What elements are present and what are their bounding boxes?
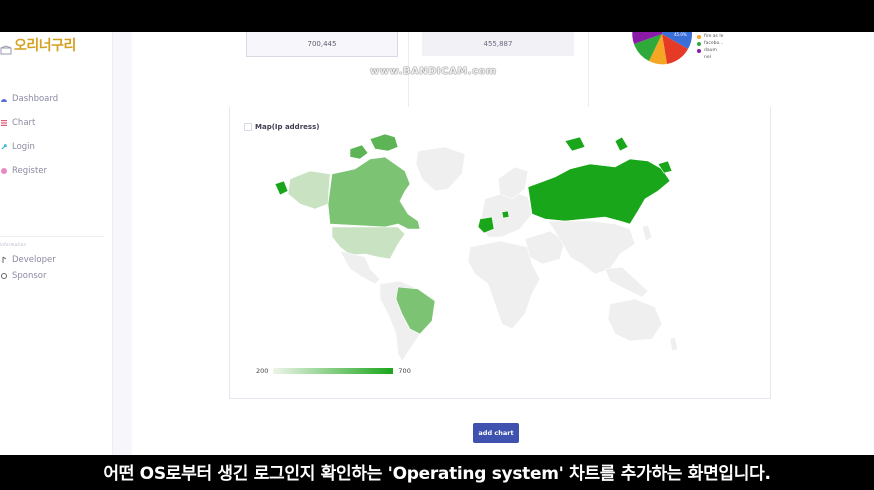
sidebar: 오리너구리 Dashboard Chart Login — [0, 32, 113, 455]
map-region-mexico — [339, 250, 381, 285]
sidebar-item-login[interactable]: Login — [0, 135, 110, 159]
sidebar-item-register[interactable]: Register — [0, 159, 110, 183]
sponsor-icon — [0, 272, 8, 280]
map-region-usa — [331, 226, 406, 260]
map-region-new-zealand — [669, 336, 679, 352]
map-checkbox-icon[interactable] — [244, 123, 252, 131]
stat-card-1: 700,445 — [246, 32, 398, 57]
stats-cards-row: 700,445 455,887 45.0% fire as le facebo.… — [229, 32, 769, 108]
stat-card-2: 455,887 — [422, 32, 574, 56]
chart-icon — [0, 119, 8, 127]
sidebar-item-label: Register — [12, 166, 47, 176]
add-chart-button[interactable]: add chart — [473, 423, 519, 443]
pie-slice-orange — [649, 34, 667, 65]
box-logo-icon — [0, 40, 12, 55]
sidebar-item-label: Login — [12, 142, 35, 152]
sidebar-item-developer[interactable]: Developer — [0, 252, 110, 268]
legend-item[interactable]: fire as le — [697, 33, 723, 40]
pie-slice-purple — [632, 32, 662, 44]
map-region-germany — [501, 210, 510, 219]
legend-item[interactable]: facebo... — [697, 40, 723, 47]
legend-swatch-purple — [697, 48, 701, 53]
legend-item[interactable]: nel — [697, 54, 723, 61]
map-region-alaska-west — [274, 180, 289, 196]
map-region-russia — [527, 158, 671, 225]
world-map — [274, 133, 679, 362]
map-region-canada-north — [369, 133, 399, 152]
pie-slice-blue — [662, 32, 692, 49]
map-region-scandinavia — [497, 166, 529, 200]
map-region-southeast-asia — [604, 266, 649, 298]
map-region-middle-east — [524, 230, 566, 265]
map-region-russia-north — [564, 136, 586, 152]
map-region-japan — [641, 224, 653, 242]
bandicam-watermark: www.BANDICAM.com — [370, 66, 497, 77]
developer-icon — [0, 256, 8, 264]
pie-slice-green — [634, 34, 662, 61]
legend-swatch-none — [697, 56, 701, 60]
dashboard-icon — [0, 95, 8, 103]
register-icon — [0, 167, 8, 175]
top-black-bar — [0, 0, 874, 32]
brand[interactable]: 오리너구리 — [0, 36, 76, 55]
sidebar-item-label: Dashboard — [12, 94, 59, 104]
map-region-alaska — [287, 170, 331, 210]
map-title: Map(Ip address) — [244, 123, 319, 131]
sidebar-nav: Dashboard Chart Login Register — [0, 87, 110, 183]
sidebar-item-label: Developer — [12, 255, 56, 265]
legend-swatch-green — [697, 41, 701, 46]
map-region-canada — [327, 156, 421, 230]
map-region-asia — [547, 220, 636, 275]
video-subtitle: 어떤 OS로부터 생긴 로그인지 확인하는 'Operating system'… — [103, 464, 771, 484]
map-region-brazil — [395, 286, 436, 335]
map-region-greenland — [415, 146, 466, 192]
login-icon — [0, 143, 8, 151]
os-pie-chart: 45.0% — [627, 32, 697, 71]
scale-max-label: 700 — [398, 367, 411, 375]
pie-slice-red — [662, 34, 688, 64]
card-divider — [588, 32, 589, 107]
map-region-canada-north — [349, 144, 369, 160]
subtitle-bar — [0, 455, 874, 490]
sidebar-item-sponsor[interactable]: Sponsor — [0, 268, 110, 284]
map-color-scale: 200 700 — [256, 367, 411, 375]
map-region-france — [477, 216, 495, 234]
scale-min-label: 200 — [256, 367, 269, 375]
pie-legend: fire as le facebo... daum nel — [697, 33, 723, 61]
main-content: 700,445 455,887 45.0% fire as le facebo.… — [132, 32, 874, 455]
scale-gradient-bar — [273, 368, 394, 374]
sidebar-item-label: Sponsor — [12, 271, 47, 281]
map-region-russia-north — [614, 136, 629, 152]
map-panel: Map(Ip address) — [229, 107, 771, 399]
pie-center-label: 45.0% — [674, 32, 687, 37]
sidebar-item-chart[interactable]: Chart — [0, 111, 110, 135]
sidebar-item-label: Chart — [12, 118, 36, 128]
brand-name: 오리너구리 — [14, 38, 76, 54]
map-region-australia — [607, 298, 663, 342]
sidebar-item-dashboard[interactable]: Dashboard — [0, 87, 110, 111]
app-screen: 오리너구리 Dashboard Chart Login — [0, 32, 874, 455]
legend-swatch-orange — [697, 34, 701, 39]
sidebar-nav-info: Developer Sponsor — [0, 252, 110, 284]
card-divider — [408, 32, 409, 107]
sidebar-section-label: information — [0, 242, 27, 247]
map-region-russia-north — [657, 160, 673, 174]
legend-item[interactable]: daum — [697, 47, 723, 54]
sidebar-divider — [0, 236, 104, 237]
